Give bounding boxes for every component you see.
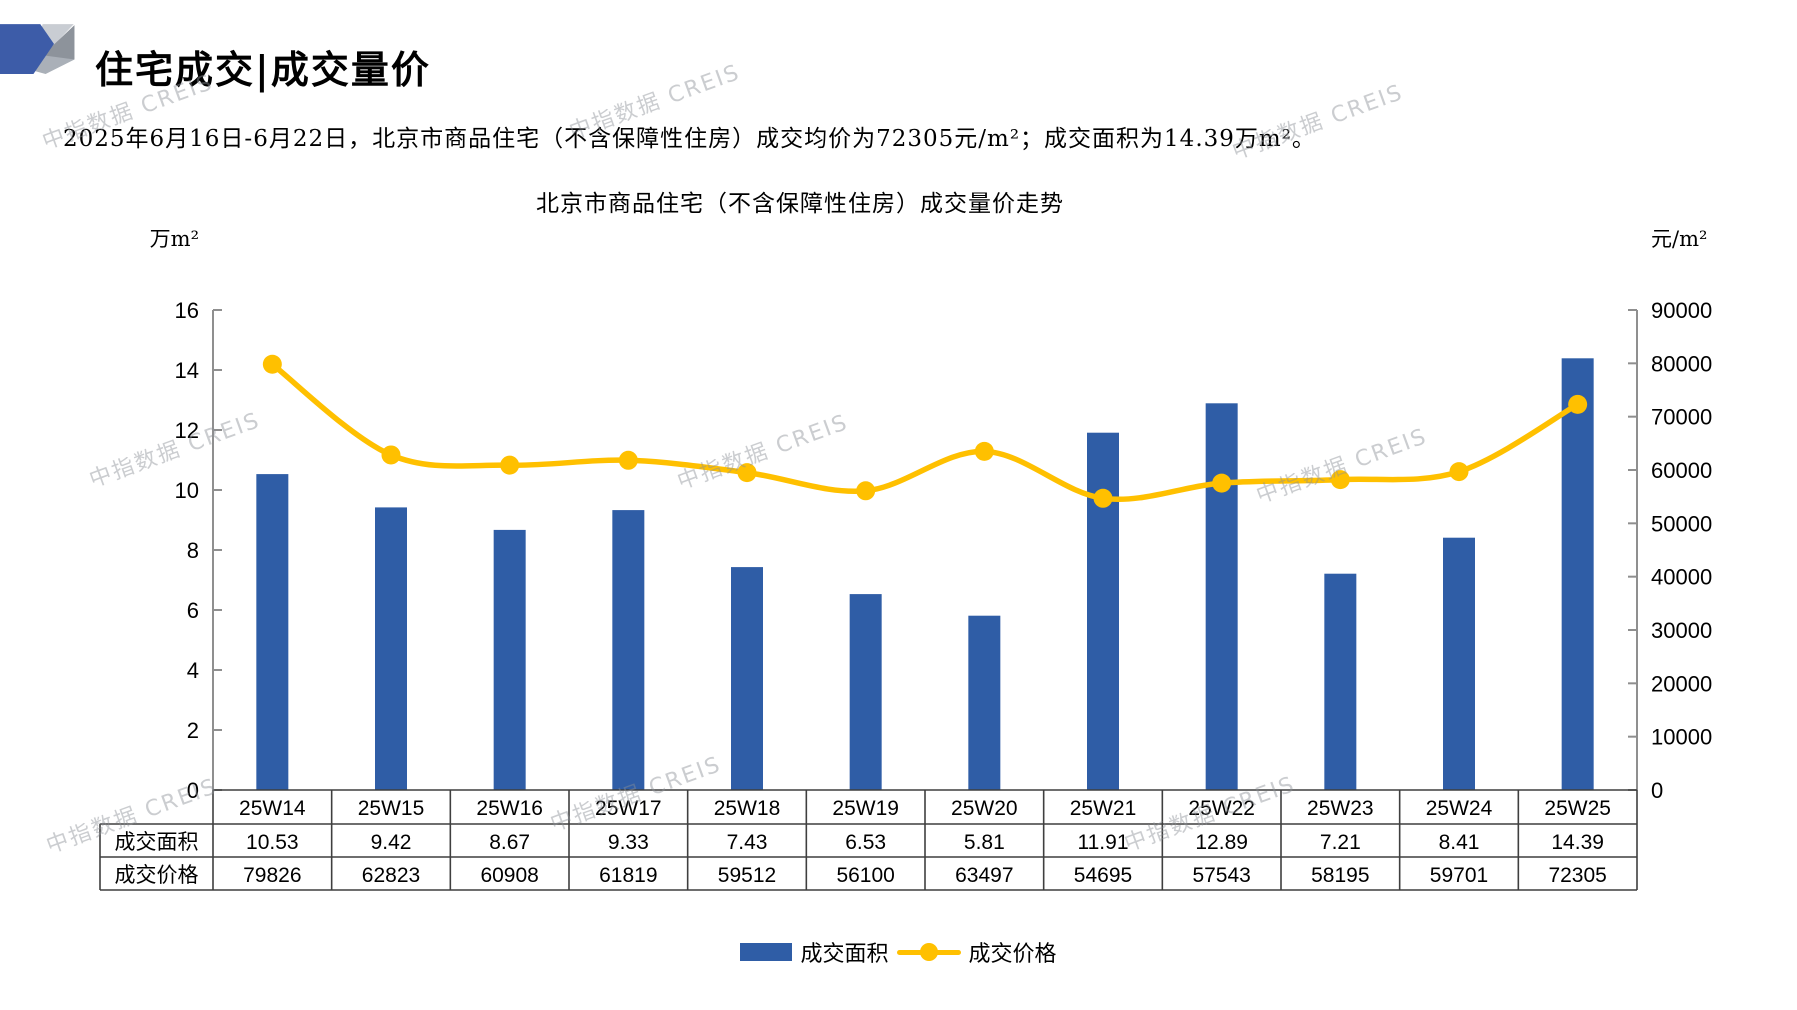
table-price-value: 60908 [480,864,538,887]
table-row-header: 成交价格 [115,863,199,887]
price-point-25W15 [381,445,401,465]
table-week-label: 25W20 [951,797,1018,820]
table-week-label: 25W23 [1307,797,1374,820]
table-price-value: 58195 [1311,864,1369,887]
table-area-value: 7.21 [1320,831,1361,854]
right-tick-label: 10000 [1651,725,1712,750]
table-row-header: 成交面积 [115,830,199,854]
price-point-25W16 [500,455,520,475]
table-price-value: 61819 [599,864,657,887]
left-tick-label: 16 [175,298,199,323]
bar-25W23 [1324,573,1357,790]
table-week-label: 25W24 [1426,797,1493,820]
table-area-value: 8.41 [1439,831,1480,854]
table-area-value: 7.43 [727,831,768,854]
table-week-label: 25W17 [595,797,662,820]
summary-text: 2025年6月16日-6月22日，北京市商品住宅（不含保障性住房）成交均价为72… [63,126,1316,152]
table-week-label: 25W25 [1544,797,1611,820]
table-price-value: 57543 [1192,864,1250,887]
table-area-value: 9.33 [608,831,649,854]
bar-25W19 [849,594,882,790]
table-price-value: 54695 [1074,864,1132,887]
price-point-25W18 [737,463,757,483]
legend-bar-swatch-icon [740,943,793,961]
table-area-value: 9.42 [371,831,412,854]
bar-25W15 [375,507,407,790]
price-point-25W14 [262,354,282,374]
right-tick-label: 70000 [1651,405,1712,430]
legend-item-price: 成交价格 [896,936,1057,968]
price-point-25W24 [1449,462,1469,482]
brand-logo [0,22,76,74]
price-point-25W21 [1093,488,1113,508]
table-price-value: 56100 [836,864,894,887]
right-tick-label: 50000 [1651,511,1712,536]
bar-25W22 [1205,403,1238,790]
table-price-value: 63497 [955,864,1013,887]
bar-25W18 [731,567,763,790]
bar-25W16 [493,529,526,790]
table-area-value: 8.67 [489,831,530,854]
price-point-25W19 [856,481,876,501]
table-area-value: 11.91 [1078,831,1129,854]
chart-title: 北京市商品住宅（不含保障性住房）成交量价走势 [536,191,1064,217]
legend-line-swatch-icon [896,943,961,961]
price-point-25W17 [618,450,638,470]
left-axis-caption: 万m² [150,227,199,251]
table-week-label: 25W21 [1070,797,1137,820]
table-week-label: 25W18 [714,797,781,820]
bar-25W20 [968,615,1001,790]
left-tick-label: 8 [187,538,199,563]
legend-area-label: 成交面积 [800,942,889,967]
table-week-label: 25W19 [832,797,899,820]
left-tick-label: 10 [175,478,199,503]
page-title: 住宅成交|成交量价 [95,47,431,93]
left-tick-label: 14 [175,358,199,383]
bar-25W24 [1443,537,1475,790]
table-area-value: 5.81 [964,831,1005,854]
table-area-value: 6.53 [845,831,886,854]
left-tick-label: 4 [187,658,199,683]
table-price-value: 59512 [718,864,776,887]
bar-25W25 [1561,358,1594,790]
table-area-value: 10.53 [246,831,299,854]
right-tick-label: 80000 [1651,351,1712,376]
table-week-label: 25W14 [239,797,306,820]
price-line [269,361,1581,502]
price-point-25W22 [1212,473,1232,493]
table-price-value: 62823 [362,864,420,887]
price-point-25W20 [974,441,994,461]
right-axis-caption: 元/m² [1651,227,1707,251]
table-price-value: 72305 [1548,864,1606,887]
chart-legend: 成交面积 成交价格 [0,936,1797,968]
table-week-label: 25W16 [476,797,543,820]
right-tick-label: 20000 [1651,671,1712,696]
bar-25W14 [256,474,289,790]
price-point-25W25 [1568,394,1588,414]
right-tick-label: 90000 [1651,298,1712,323]
table-area-value: 14.39 [1551,831,1604,854]
table-price-value: 59701 [1430,864,1488,887]
price-point-25W23 [1330,470,1350,490]
bar-25W17 [612,510,645,790]
table-area-value: 12.89 [1195,831,1248,854]
right-tick-label: 60000 [1651,458,1712,483]
table-week-label: 25W15 [358,797,425,820]
right-tick-label: 30000 [1651,618,1712,643]
legend-item-area: 成交面积 [740,936,889,968]
table-price-value: 79826 [243,864,301,887]
bar-25W21 [1087,432,1119,790]
legend-price-label: 成交价格 [968,942,1057,967]
table-week-label: 25W22 [1188,797,1255,820]
left-tick-label: 0 [187,778,199,803]
left-tick-label: 6 [187,598,199,623]
right-tick-label: 0 [1651,778,1663,803]
left-tick-label: 12 [175,418,199,443]
right-tick-label: 40000 [1651,565,1712,590]
left-tick-label: 2 [187,718,199,743]
